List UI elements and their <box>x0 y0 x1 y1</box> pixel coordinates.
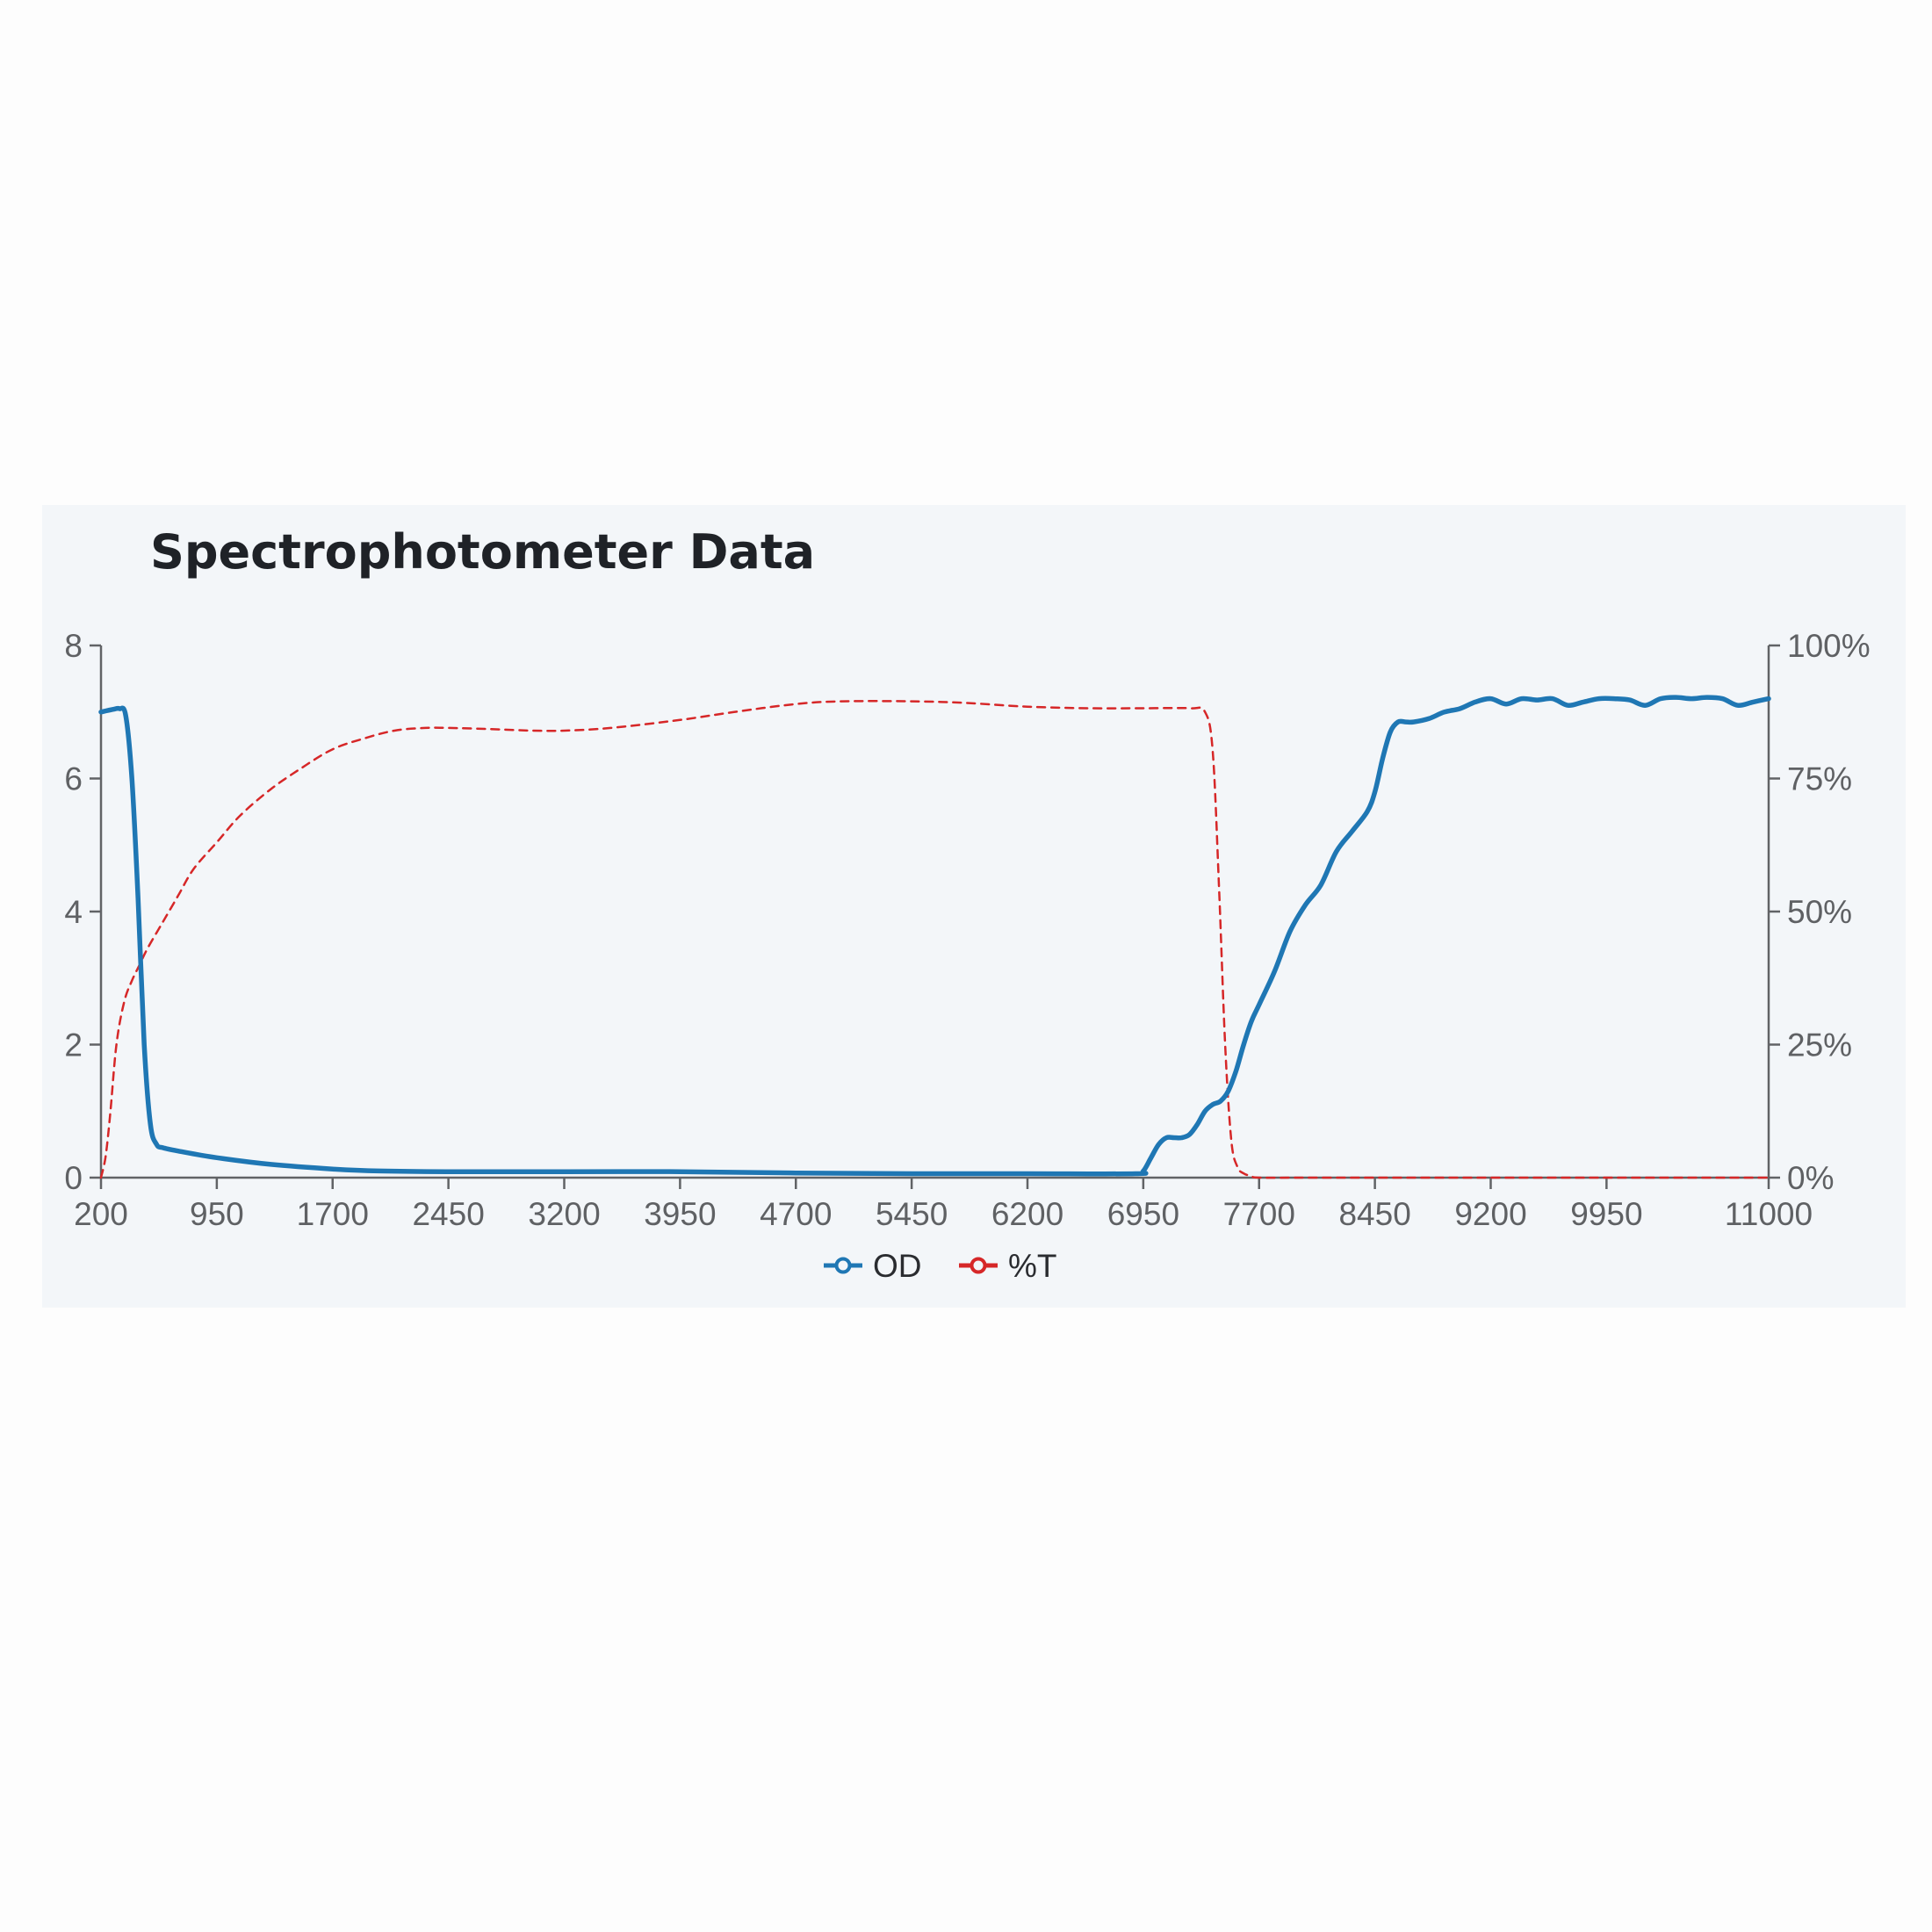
x-tick-label-11000: 11000 <box>1725 1196 1813 1232</box>
legend-label: OD <box>873 1248 922 1284</box>
x-tick-label-200: 200 <box>74 1196 128 1232</box>
y-left-tick-label-6: 6 <box>64 761 83 797</box>
x-tick-label-5450: 5450 <box>876 1196 948 1232</box>
x-tick-label-9200: 9200 <box>1454 1196 1526 1232</box>
chart-card: Spectrophotometer Data 200 950 1700 2450 320… <box>42 505 1906 1308</box>
y-right-tick-label-50: 50% <box>1787 894 1852 930</box>
x-tick-label-8450: 8450 <box>1338 1196 1410 1232</box>
y-left-tick-label-4: 4 <box>64 894 83 930</box>
y-left-tick-label-0: 0 <box>64 1160 83 1196</box>
legend-label: %T <box>1008 1248 1057 1284</box>
legend-swatch-marker <box>970 1257 987 1274</box>
x-tick-label-3200: 3200 <box>528 1196 600 1232</box>
legend-item-od: OD <box>824 1248 922 1284</box>
x-tick-label-6200: 6200 <box>991 1196 1063 1232</box>
x-tick-label-1700: 1700 <box>297 1196 369 1232</box>
y-right-tick-label-100: 100% <box>1787 628 1871 664</box>
legend-swatch-marker <box>834 1257 852 1274</box>
x-tick-label-3950: 3950 <box>644 1196 716 1232</box>
y-right-tick-label-75: 75% <box>1787 761 1852 797</box>
spectrophotometer-chart: 200 950 1700 2450 3200 3950 4700 5450 6200 6950 77… <box>64 628 1871 1284</box>
y-right-tick-label-25: 25% <box>1787 1027 1852 1063</box>
x-tick-label-4700: 4700 <box>760 1196 832 1232</box>
y-right-tick-label-0: 0% <box>1787 1160 1834 1196</box>
x-tick-label-9950: 9950 <box>1570 1196 1642 1232</box>
x-tick-label-950: 950 <box>190 1196 244 1232</box>
chart-title: Spectrophotometer Data <box>150 524 816 580</box>
y-left-tick-label-8: 8 <box>64 628 83 664</box>
y-left-tick-label-2: 2 <box>64 1027 83 1063</box>
legend-item-transmission: %T <box>959 1248 1057 1284</box>
x-tick-label-7700: 7700 <box>1223 1196 1295 1232</box>
x-tick-label-2450: 2450 <box>412 1196 484 1232</box>
series-line-od <box>98 695 1771 1177</box>
x-tick-label-6950: 6950 <box>1107 1196 1179 1232</box>
series-line-transmission <box>99 700 1770 1179</box>
